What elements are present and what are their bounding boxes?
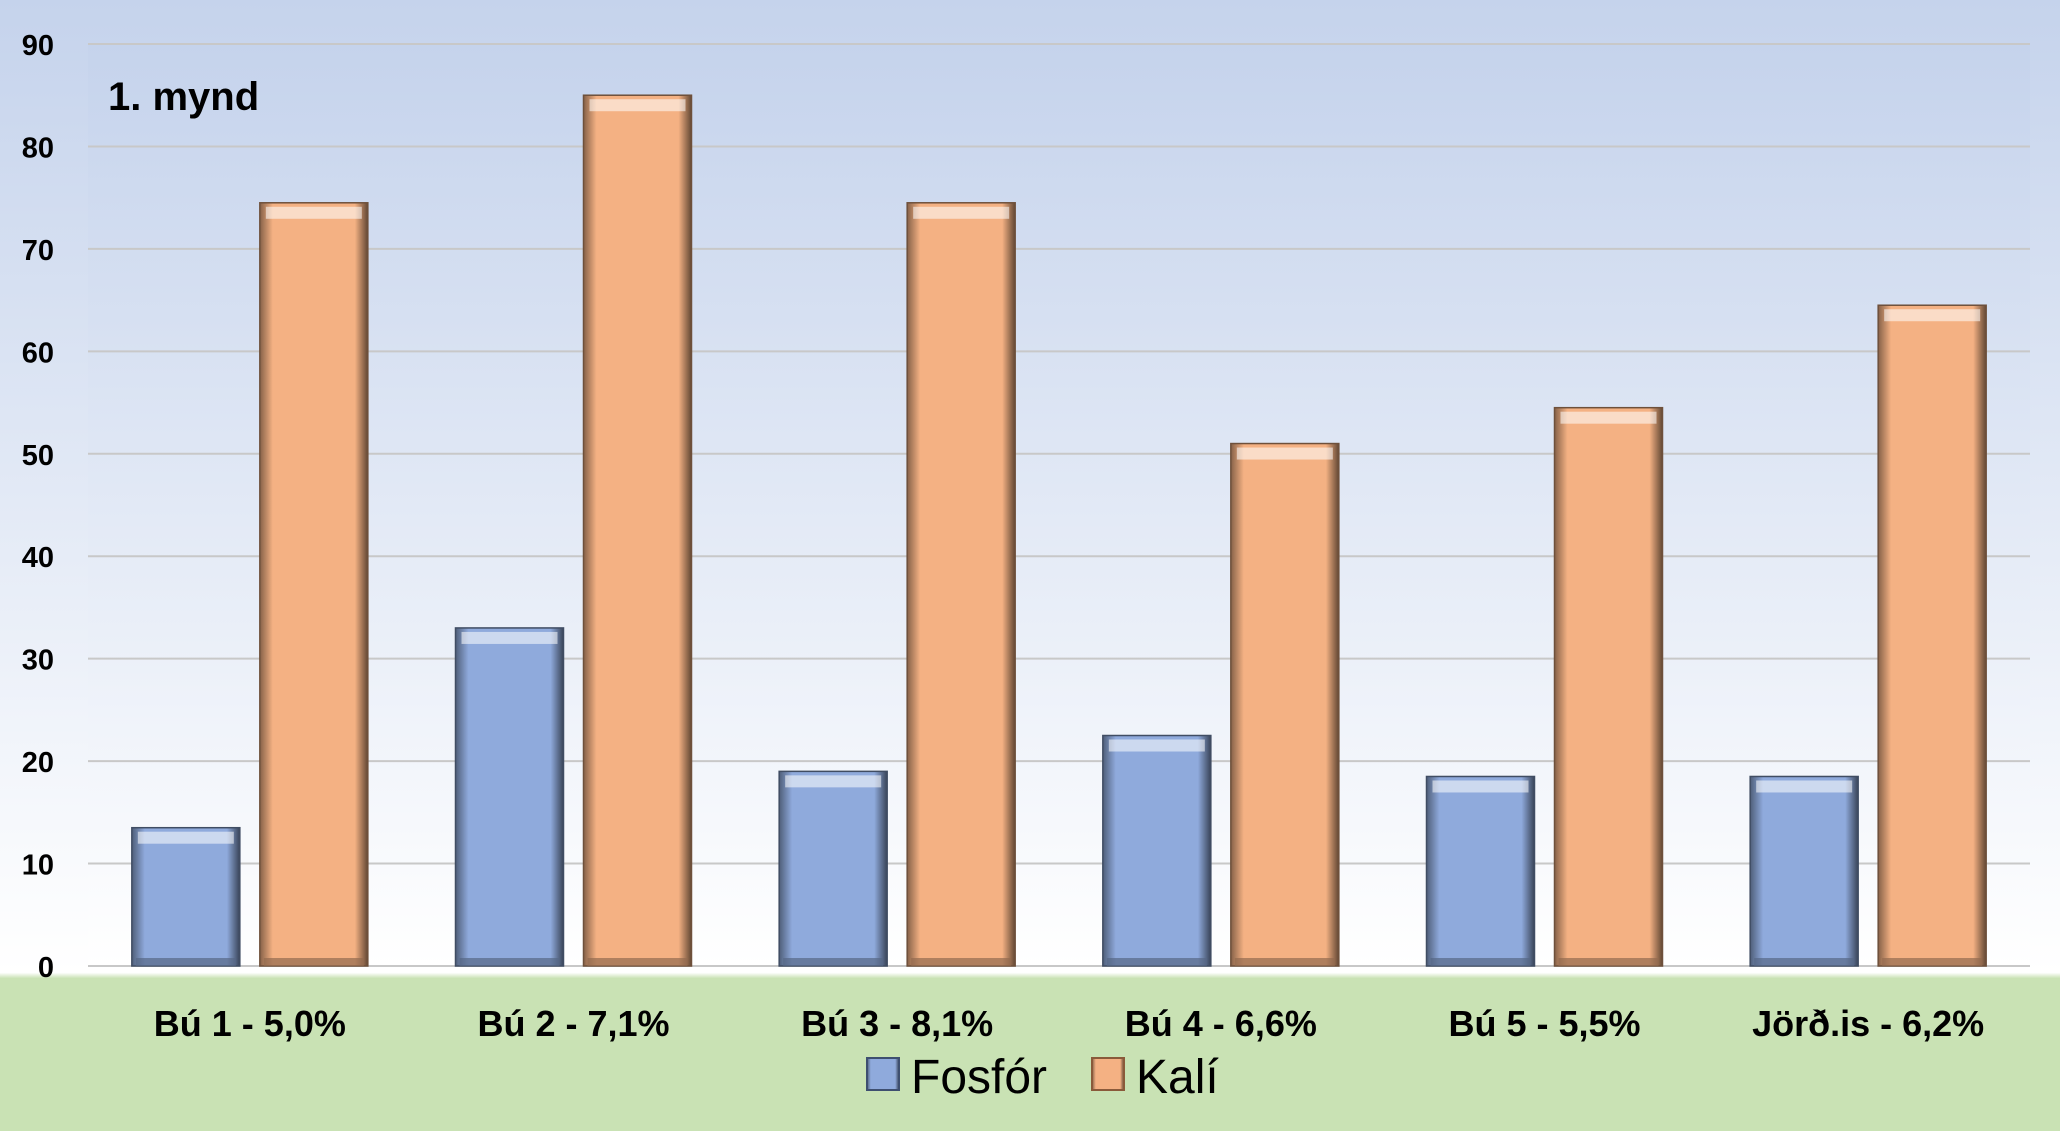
legend-item-fosfor: Fosfór: [866, 1051, 1047, 1104]
gridlines: [88, 43, 2030, 967]
chart-title: 1. mynd: [108, 75, 259, 119]
bar-kalí-2: [582, 94, 693, 967]
bars: [131, 94, 1987, 967]
y-tick-label: 80: [22, 132, 54, 164]
x-tick-label: Bú 1 - 5,0%: [154, 1003, 346, 1044]
bar-fosfór-6: [1749, 775, 1859, 967]
legend-swatch-fosfor: [866, 1057, 900, 1091]
y-tick-label: 10: [22, 850, 54, 882]
x-tick-label: Jörð.is - 6,2%: [1752, 1003, 1984, 1044]
y-tick-label: 40: [22, 542, 54, 574]
bar-kalí-4: [1230, 442, 1340, 967]
bar-fosfór-2: [454, 627, 565, 967]
bar-kalí-5: [1553, 406, 1664, 967]
y-tick-label: 50: [22, 440, 54, 472]
bar-kalí-3: [906, 202, 1016, 967]
bar-kalí-6: [1877, 304, 1987, 967]
x-tick-label: Bú 3 - 8,1%: [801, 1003, 993, 1044]
y-tick-label: 0: [38, 952, 54, 984]
bar-fosfór-5: [1425, 775, 1536, 967]
legend-swatch-kali: [1091, 1057, 1125, 1091]
x-axis-tick-labels: Bú 1 - 5,0% Bú 2 - 7,1% Bú 3 - 8,1% Bú 4 - …: [154, 1003, 1984, 1044]
legend-item-kali: Kalí: [1091, 1051, 1219, 1104]
x-tick-label: Bú 5 - 5,5%: [1448, 1003, 1640, 1044]
legend-label-kali: Kalí: [1136, 1051, 1219, 1104]
y-tick-label: 20: [22, 747, 54, 779]
plot-area: [88, 44, 2030, 966]
y-tick-label: 70: [22, 235, 54, 267]
bar-fosfór-1: [131, 826, 241, 967]
bar-kalí-1: [259, 202, 369, 967]
y-tick-label: 30: [22, 645, 54, 677]
y-tick-label: 60: [22, 337, 54, 369]
x-tick-label: Bú 4 - 6,6%: [1125, 1003, 1317, 1044]
y-axis-tick-labels: 0 10 20 30 40 50 60 70 80 90: [22, 30, 54, 984]
bar-fosfór-3: [778, 770, 888, 967]
legend: Fosfór Kalí: [866, 1051, 1219, 1104]
bar-fosfór-4: [1102, 734, 1212, 967]
x-tick-label: Bú 2 - 7,1%: [477, 1003, 669, 1044]
y-tick-label: 90: [22, 30, 54, 62]
legend-label-fosfor: Fosfór: [911, 1051, 1047, 1104]
